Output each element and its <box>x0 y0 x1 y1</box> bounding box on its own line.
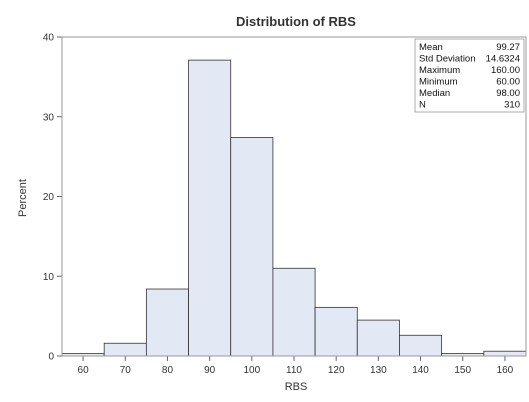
stats-row-value: 60.00 <box>496 77 520 88</box>
histogram-bar <box>103 342 147 357</box>
stats-row-value: 160.00 <box>491 65 520 76</box>
histogram-bar <box>230 137 274 357</box>
x-tick-label: 90 <box>204 365 216 376</box>
x-tick-label: 160 <box>497 365 514 376</box>
stats-row-value: 310 <box>504 100 520 111</box>
x-tick-label: 150 <box>454 365 471 376</box>
plot-frame <box>61 36 527 357</box>
x-axis-label: RBS <box>285 381 308 393</box>
stats-row-label: Maximum <box>419 65 460 76</box>
stats-row-label: Minimum <box>419 77 458 88</box>
stats-box-frame <box>414 38 525 113</box>
histogram-bar <box>272 267 316 357</box>
stats-row-label: Median <box>419 88 450 99</box>
y-axis-ticks: 0 10 20 30 40 <box>43 33 62 363</box>
x-tick-label: 120 <box>328 365 345 376</box>
histogram-bar <box>356 319 400 357</box>
y-tick-label: 0 <box>48 352 54 363</box>
stats-row-value: 99.27 <box>496 42 520 53</box>
stats-row-label: Std Deviation <box>419 54 476 65</box>
x-tick-label: 60 <box>78 365 90 376</box>
x-tick-label: 100 <box>243 365 260 376</box>
y-tick-label: 20 <box>43 192 55 203</box>
histogram-bars <box>61 59 527 357</box>
stats-row-label: Mean <box>419 42 443 53</box>
stats-row-value: 98.00 <box>496 88 520 99</box>
histogram-bar <box>145 288 189 357</box>
chart-title: Distribution of RBS <box>236 14 356 29</box>
stats-row-label: N <box>419 100 426 111</box>
stats-row-value: 14.6324 <box>486 54 520 65</box>
histogram-bar <box>483 350 527 357</box>
histogram-bar <box>399 334 443 357</box>
x-tick-label: 130 <box>370 365 387 376</box>
y-tick-label: 40 <box>43 33 55 44</box>
histogram-bar <box>188 59 232 357</box>
x-tick-label: 80 <box>162 365 174 376</box>
x-axis-ticks: 60 70 80 90 100 110 120 130 140 150 160 <box>78 356 514 376</box>
histogram-bar <box>314 306 358 357</box>
y-tick-label: 10 <box>43 272 55 283</box>
y-tick-label: 30 <box>43 112 55 123</box>
stats-inset-table: Mean 99.27 Std Deviation 14.6324 Maximum 160.… <box>414 38 525 113</box>
y-axis-label: Percent <box>17 179 29 217</box>
x-tick-label: 140 <box>412 365 429 376</box>
x-tick-label: 70 <box>120 365 132 376</box>
x-tick-label: 110 <box>286 365 302 376</box>
